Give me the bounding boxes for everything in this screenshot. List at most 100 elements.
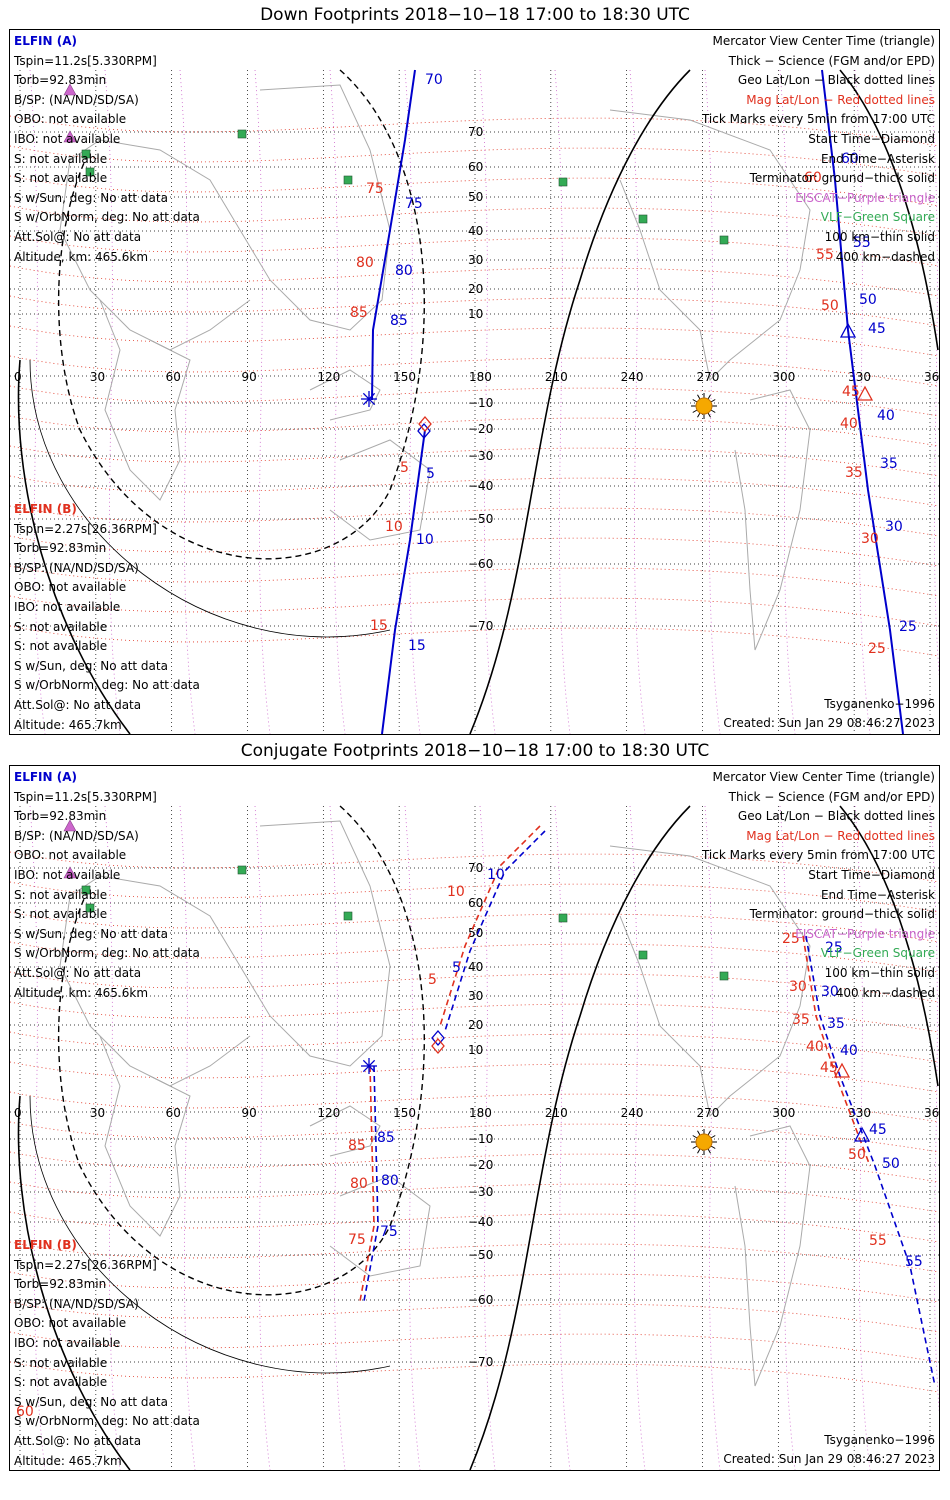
lat-tick-label: 70	[468, 861, 483, 875]
lat-tick-label: −40	[468, 1215, 493, 1229]
legend-item: Terminator: ground−thick solid	[749, 171, 935, 186]
track-tick-label: 25	[868, 641, 886, 657]
track-tick-label: 10	[385, 519, 403, 535]
sun-ray	[692, 1145, 698, 1149]
lat-tick-label: 10	[468, 1043, 483, 1057]
mag-lon-line	[254, 69, 271, 734]
legend-item: Mercator View Center Time (triangle)	[712, 34, 935, 48]
mag-lon-line	[254, 805, 271, 1470]
lon-tick-label: 330	[848, 370, 871, 384]
lon-tick-label: 150	[393, 1106, 416, 1120]
track-tick-label: 40	[806, 1039, 824, 1055]
ring-400km	[57, 805, 425, 1296]
lat-tick-label: −20	[468, 1158, 493, 1172]
end-time-asterisk	[362, 392, 376, 406]
vlf-station-square	[237, 865, 247, 875]
mag-lon-line	[554, 69, 571, 734]
legend-item: Terminator: ground−thick solid	[749, 907, 935, 922]
info-line: Torb=92.83min	[14, 809, 107, 824]
track-tick-label: 45	[868, 321, 886, 337]
map-frame-down: 0 30 60 90 120 150 180 210 240 270 300 330 360 70 60 50…	[9, 29, 940, 735]
lon-tick-label: 330	[848, 1106, 871, 1120]
created-label: Created: Sun Jan 29 08:46:27 2023	[723, 716, 935, 730]
info-line: Att.Sol@: No att data	[14, 965, 142, 980]
lon-tick-label: 0	[14, 370, 22, 384]
track-tick-label: 5	[452, 960, 461, 976]
legend-item: End Time−Asterisk	[820, 151, 935, 166]
mag-lat-line	[10, 1061, 939, 1093]
model-label: Tsyganenko−1996	[824, 1433, 935, 1447]
info-line: S w/Sun, deg: No att data	[14, 926, 168, 941]
eiscat-triangle	[63, 819, 77, 832]
mag-lon-line	[404, 69, 421, 734]
legend-down: Mercator View Center Time (triangle) Thic…	[702, 32, 935, 267]
lat-tick-label: −10	[468, 396, 493, 410]
sun-ray	[707, 1148, 711, 1154]
lat-tick-label: −30	[468, 449, 493, 463]
track-tick-label: 5	[400, 460, 409, 476]
map-conjugate: 0 30 60 90 120 150 180 210 240 270 300 330 360 70 60 50…	[10, 805, 939, 1470]
lon-tick-label: 90	[242, 370, 257, 384]
track-tick-label: 75	[366, 181, 384, 197]
track-tick-label: 30	[789, 979, 807, 995]
info-line: S: not available	[14, 171, 108, 186]
legend-item: Thick − Science (FGM and/or EPD)	[728, 53, 935, 68]
track-tick-label: 5	[428, 972, 437, 988]
mag-lat-line	[10, 325, 939, 357]
vlf-station-square	[719, 971, 729, 981]
info-line: S: not available	[14, 1375, 108, 1390]
info-line: Altitude, km: 465.6km	[14, 249, 149, 264]
end-time-asterisk	[362, 1059, 376, 1073]
lon-tick-label: 300	[772, 1106, 795, 1120]
legend-item: EISCAT−Purple triangle	[795, 190, 935, 205]
track-tick-label: 35	[792, 1012, 810, 1028]
lat-tick-label: −70	[468, 1355, 493, 1369]
eiscat-triangle	[63, 866, 77, 879]
vlf-station-square	[719, 235, 729, 245]
vlf-station-square	[638, 214, 648, 224]
terminator-line	[17, 1095, 131, 1470]
track-tick-label: 50	[882, 1156, 900, 1172]
mag-lon-line	[629, 69, 646, 734]
ring-100km	[29, 1095, 391, 1374]
coastline	[99, 299, 191, 501]
info-line: B/SP: (NA/ND/SD/SA)	[14, 1296, 139, 1311]
lat-tick-label: 30	[468, 989, 483, 1003]
track-tick-label: 25	[899, 619, 917, 635]
track-tick-label: 50	[821, 298, 839, 314]
coastline	[609, 109, 811, 382]
lat-tick-label: 60	[468, 896, 483, 910]
vlf-station-square	[343, 175, 353, 185]
track-tick-label: 45	[842, 384, 860, 400]
coastline	[309, 1105, 381, 1157]
info-line: Tspin=2.27s[26.36RPM]	[14, 1257, 157, 1272]
track-tick-label: 10	[416, 532, 434, 548]
start-time-diamond	[417, 423, 431, 439]
coastline	[329, 439, 431, 541]
info-line: S: not available	[14, 151, 108, 166]
lat-tick-label: −10	[468, 1132, 493, 1146]
lat-tick-label: 40	[468, 960, 483, 974]
sat-a-name: ELFIN (A)	[14, 770, 77, 784]
coastline	[59, 820, 391, 1087]
info-line: Altitude: 465.7km	[14, 1453, 122, 1468]
lon-tick-label: 360	[924, 370, 939, 384]
info-line: IBO: not available	[14, 599, 121, 614]
lat-tick-label: 60	[468, 160, 483, 174]
sun-ray	[692, 399, 698, 403]
sat-b-lines: Tspin=2.27s[26.36RPM] Torb=92.83min B/SP: …	[14, 520, 200, 734]
track-tick-label: 85	[348, 1138, 366, 1154]
info-line: S: not available	[14, 887, 108, 902]
panel-title-conjugate: Conjugate Footprints 2018−10−18 17:00 to…	[240, 741, 710, 761]
lat-tick-label: 30	[468, 253, 483, 267]
terminator-line	[839, 805, 939, 1087]
mag-lon-line	[329, 805, 346, 1470]
info-line: S w/Sun, deg: No att data	[14, 190, 168, 205]
track-tick-label: 60	[804, 170, 822, 186]
vlf-station-square	[81, 149, 91, 159]
info-line: S: not available	[14, 907, 108, 922]
info-line: S w/OrbNorm, deg: No att data	[14, 1414, 200, 1429]
center-time-triangle	[856, 385, 874, 401]
sat-b-name: ELFIN (B)	[14, 1238, 77, 1252]
sat-a-lines: Tspin=11.2s[5.330RPM] Torb=92.83min B/SP: …	[14, 788, 200, 1004]
